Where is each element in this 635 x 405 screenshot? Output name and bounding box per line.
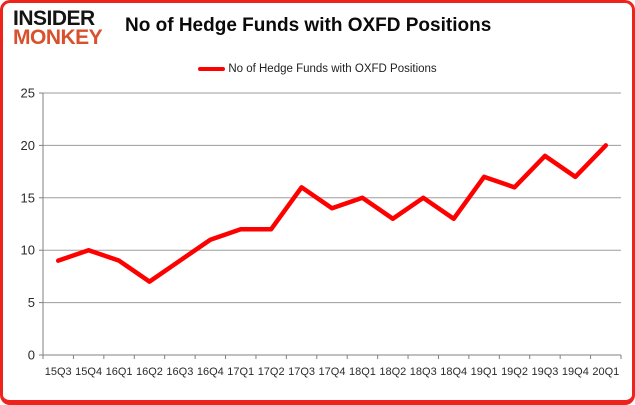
x-tick-label: 15Q4 bbox=[75, 366, 102, 378]
x-tick-label: 17Q2 bbox=[258, 366, 285, 378]
x-tick-label: 19Q1 bbox=[471, 366, 498, 378]
y-tick-label: 10 bbox=[21, 243, 35, 258]
x-tick-label: 18Q4 bbox=[440, 366, 467, 378]
legend-label: No of Hedge Funds with OXFD Positions bbox=[228, 63, 437, 75]
x-tick-label: 20Q1 bbox=[592, 366, 619, 378]
y-tick-label: 0 bbox=[28, 348, 35, 363]
x-tick-label: 19Q2 bbox=[501, 366, 528, 378]
line-chart: 0 5 10 15 20 25 15Q3 15Q4 16Q1 16Q2 16Q3 16Q4 17Q1 17… bbox=[21, 86, 622, 378]
x-tick-label: 15Q3 bbox=[45, 366, 72, 378]
logo-text-monkey: MONKEY bbox=[13, 26, 103, 49]
y-tick-label: 15 bbox=[21, 190, 35, 205]
series-line bbox=[55, 143, 609, 284]
insider-monkey-logo: INSIDER MONKEY bbox=[13, 7, 103, 49]
x-tick-label: 16Q3 bbox=[166, 366, 193, 378]
chart-title: No of Hedge Funds with OXFD Positions bbox=[125, 15, 492, 36]
y-tick-label: 25 bbox=[21, 86, 35, 101]
y-tick-label: 20 bbox=[21, 138, 35, 153]
x-tick-label: 17Q4 bbox=[319, 366, 346, 378]
x-tick-label: 19Q4 bbox=[562, 366, 589, 378]
x-tick-label: 18Q2 bbox=[379, 366, 406, 378]
logo-text-insider: INSIDER bbox=[13, 7, 95, 30]
y-tick-label: 5 bbox=[28, 295, 35, 310]
legend-line-swatch bbox=[198, 67, 226, 71]
x-tick-label: 16Q2 bbox=[136, 366, 163, 378]
x-tick-label: 16Q1 bbox=[106, 366, 133, 378]
x-tick-label: 17Q1 bbox=[227, 366, 254, 378]
x-tick-label: 16Q4 bbox=[197, 366, 224, 378]
x-tick-label: 18Q3 bbox=[410, 366, 437, 378]
x-tick-label: 17Q3 bbox=[288, 366, 315, 378]
x-tick-label: 19Q3 bbox=[531, 366, 558, 378]
legend: No of Hedge Funds with OXFD Positions bbox=[3, 63, 632, 75]
x-tick-label: 18Q1 bbox=[349, 366, 376, 378]
